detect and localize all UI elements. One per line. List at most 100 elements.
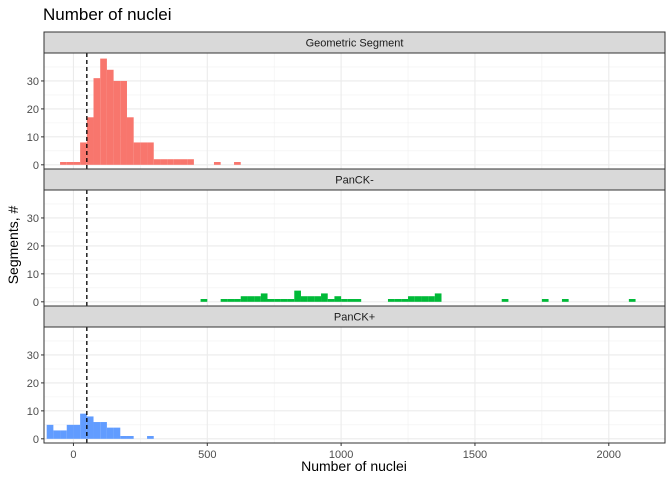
y-tick-label: 30 [27,76,39,88]
histogram-bar [341,299,348,302]
histogram-bar [294,290,301,302]
histogram-bar [401,299,409,302]
panel-border [43,326,666,444]
y-tick-label: 20 [27,241,39,253]
histogram-bar [86,117,94,165]
histogram-bar [428,296,435,302]
histogram-bar [46,424,54,439]
x-tick-label: 0 [70,449,76,461]
histogram-bar [153,159,161,165]
y-tick-label: 10 [27,406,39,418]
histogram-bar [541,299,549,302]
histogram-bar [160,159,168,165]
histogram-bar [287,299,295,302]
histogram-bar [234,162,241,165]
histogram-bar [113,427,121,439]
y-tick-label: 0 [33,160,39,172]
y-tick-label: 30 [27,350,39,362]
histogram-bar [73,424,81,439]
histogram-bar [100,422,107,439]
histogram-bar [300,296,308,302]
x-tick-label: 1500 [463,449,487,461]
histogram-bar [173,159,181,165]
y-tick-label: 0 [33,297,39,309]
histogram-bar [628,299,636,302]
histogram-bar [280,299,288,302]
histogram-bar [106,427,114,439]
x-tick-label: 2000 [597,449,621,461]
histogram-bar [394,299,402,302]
histogram-bar [414,296,422,302]
histogram-bar [307,296,315,302]
histogram-bar [354,299,362,302]
histogram-bar [187,159,194,165]
x-tick-label: 1000 [329,449,353,461]
y-tick-label: 0 [33,434,39,446]
histogram-bar [93,78,101,165]
histogram-bar [408,296,415,302]
histogram-bar [254,296,261,302]
histogram-bar [53,430,61,439]
histogram-bar [434,293,442,302]
histogram-bar [260,293,268,302]
histogram-bar [106,69,114,165]
histogram-bar [227,299,235,302]
histogram-bar [167,159,174,165]
histogram-bar [147,436,154,439]
histogram-bar [80,413,87,439]
histogram-bar [200,299,208,302]
y-tick-label: 20 [27,104,39,116]
histogram-bar [66,162,74,165]
x-tick-label: 500 [198,449,216,461]
facet-panel: PanCK+ 0 10 20 30 [27,305,666,446]
histogram-bar [421,296,429,302]
histogram-bar [220,299,228,302]
histogram-bar [321,293,328,302]
y-axis-label: Segments, # [5,205,21,284]
histogram-bar [73,162,81,165]
facet-panels: Geometric Segment0102030PanCK-0102030Pan… [27,31,666,446]
histogram-bar [274,299,281,302]
y-tick-label: 30 [27,213,39,225]
histogram-bar [113,80,121,165]
histogram-bar [267,299,275,302]
histogram-bar [86,416,94,439]
histogram-bar [60,162,67,165]
histogram-bar [247,296,255,302]
facet-strip-label: PanCK+ [334,312,375,324]
histogram-bar [126,436,134,439]
histogram-bar [140,142,148,165]
y-tick-label: 10 [27,269,39,281]
histogram-bar [66,424,74,439]
histogram-bar [213,162,221,165]
histogram-bar [501,299,509,302]
histogram-bar [334,296,342,302]
histogram-bar [327,299,335,302]
histogram-bar [80,142,87,165]
x-axis: 0 500 1000 1500 2000 [70,443,621,461]
histogram-bar [180,159,188,165]
histogram-bar [126,117,134,165]
histogram-bar [93,422,101,439]
panel-border [43,189,666,307]
facet-strip-label: PanCK- [335,175,374,187]
y-tick-label: 20 [27,378,39,390]
chart-title: Number of nuclei [43,5,172,24]
histogram-bar [561,299,569,302]
histogram-bar [234,299,241,302]
facet-panel: Geometric Segment 0 10 20 30 [27,31,666,172]
histogram-bar [120,436,127,439]
histogram-bar [60,430,67,439]
x-axis-label: Number of nuclei [301,458,407,474]
histogram-bar [133,142,141,165]
histogram-bar [100,58,107,165]
histogram-bar [314,296,322,302]
histogram-bar [387,299,395,302]
facet-strip-label: Geometric Segment [306,38,404,50]
histogram-bar [120,80,127,165]
facet-panel: PanCK- 0 10 20 30 [27,168,666,309]
histogram-bar [240,296,248,302]
histogram-bar [347,299,355,302]
y-tick-label: 10 [27,132,39,144]
